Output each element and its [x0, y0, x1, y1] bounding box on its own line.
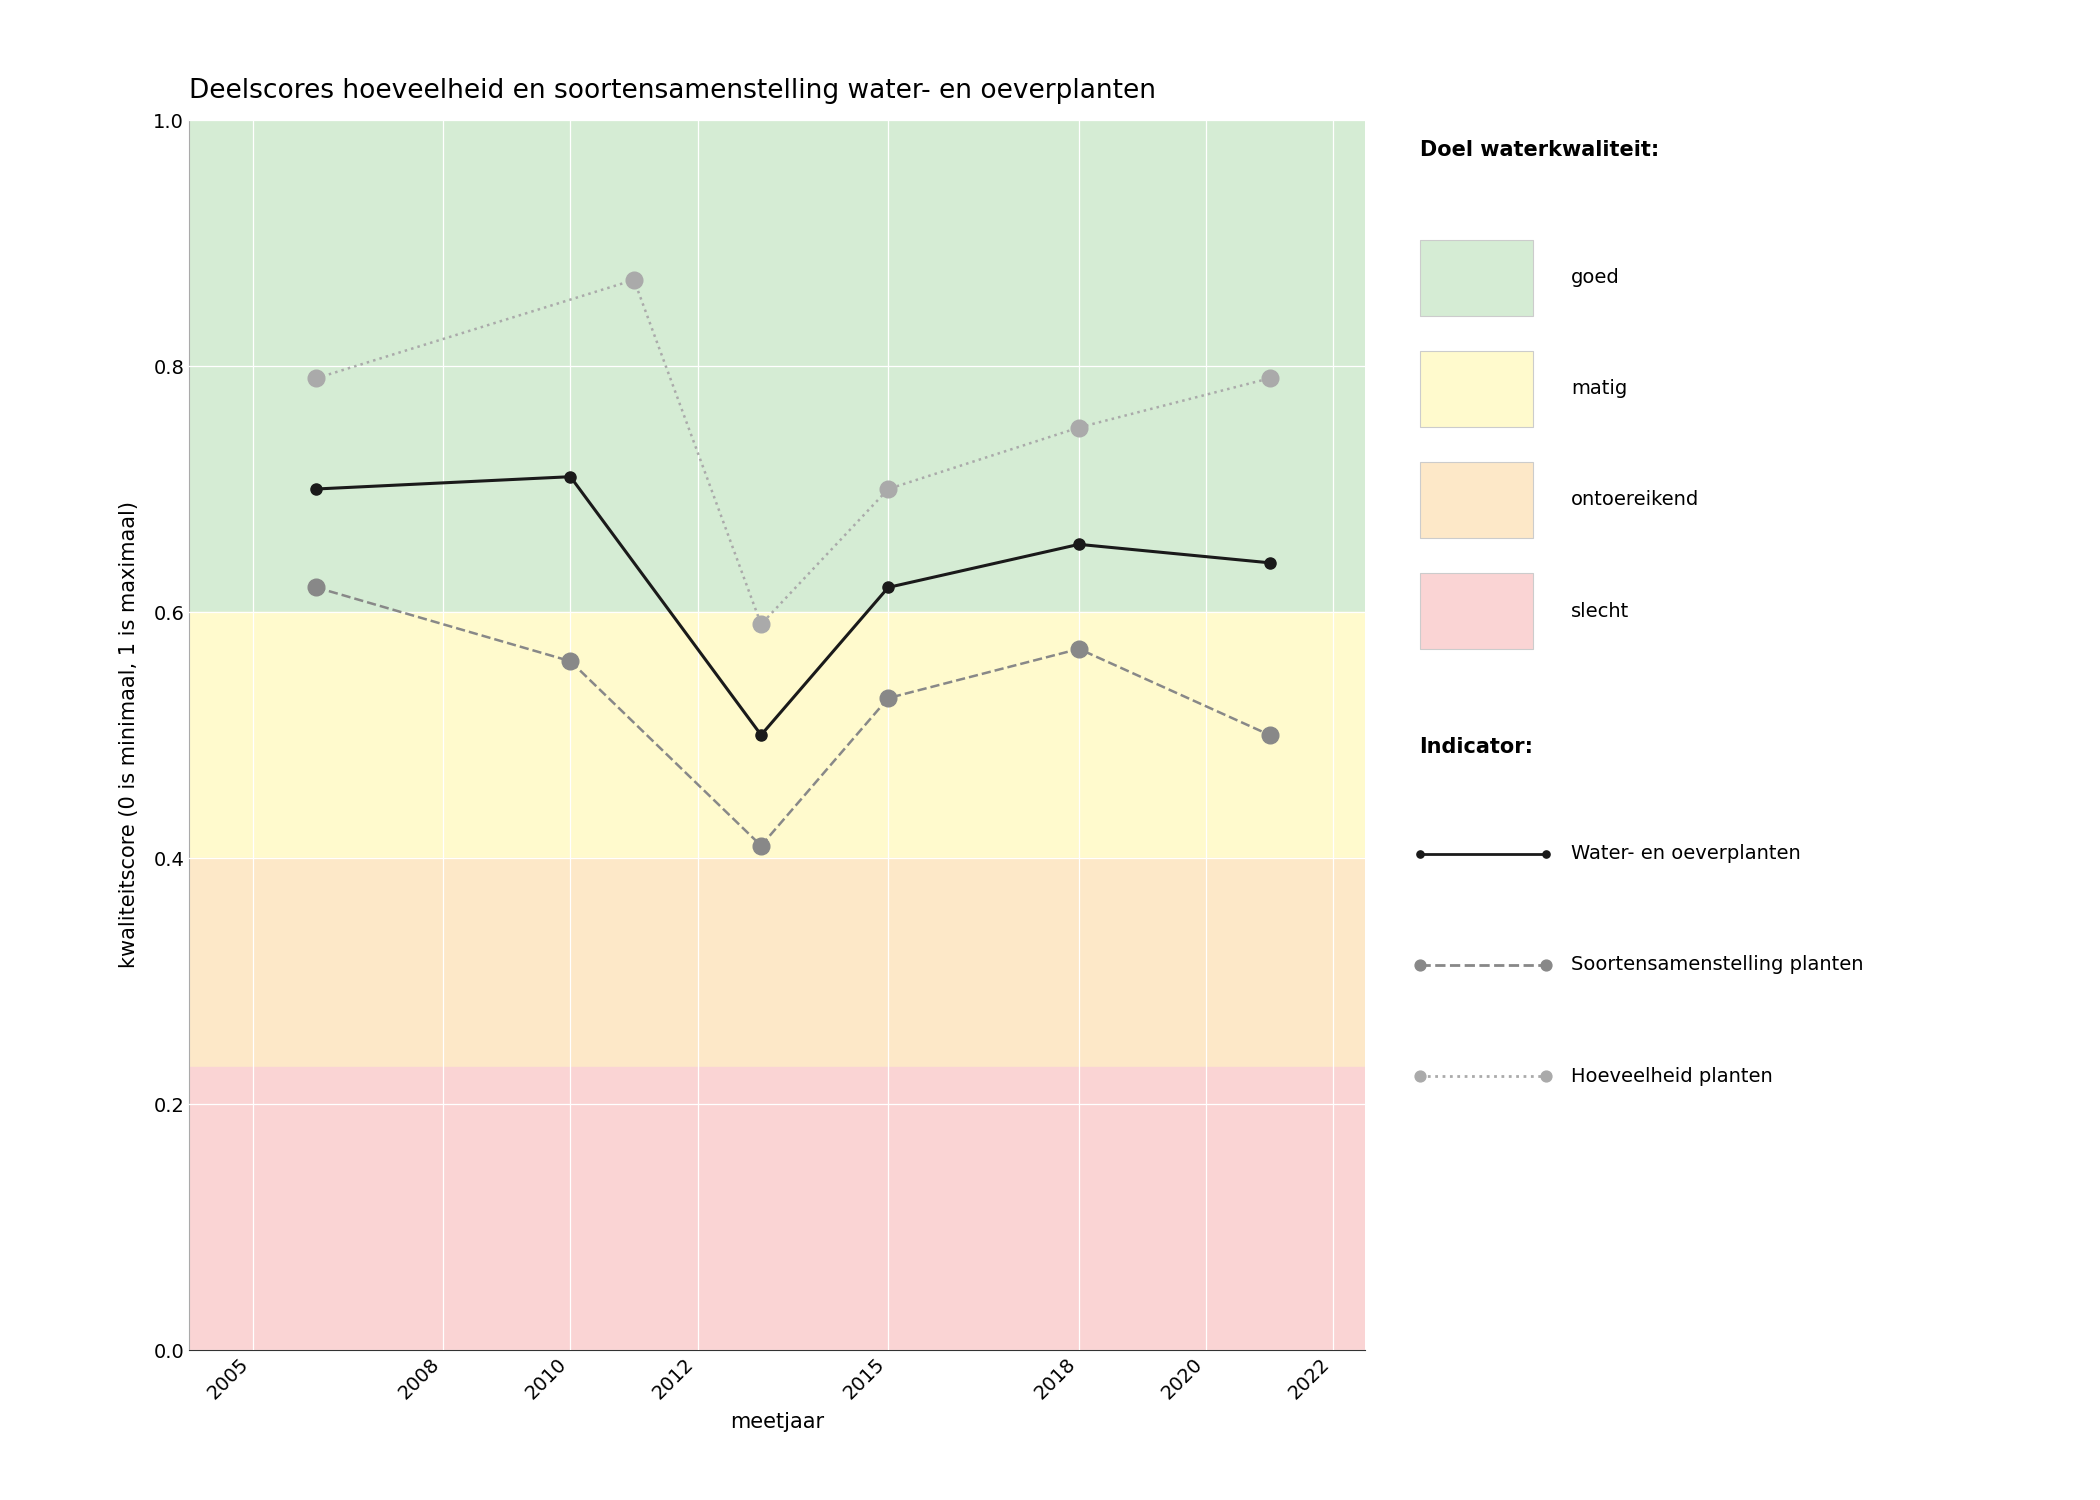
Soortensamenstelling planten [304, 579, 330, 597]
Bar [189, 120, 1365, 612]
Hoeveelheid planten [1258, 369, 1283, 387]
Text: Doel waterkwaliteit:: Doel waterkwaliteit: [1420, 140, 1659, 160]
Soortensamenstelling planten [748, 837, 773, 855]
Line: Soortensamenstelling planten: Soortensamenstelling planten [309, 579, 1279, 853]
Soortensamenstelling planten [1067, 640, 1092, 658]
Text: matig: matig [1571, 380, 1628, 398]
Text: goed: goed [1571, 268, 1619, 286]
Water- en oeverplanten [1067, 536, 1092, 554]
Text: Deelscores hoeveelheid en soortensamenstelling water- en oeverplanten: Deelscores hoeveelheid en soortensamenst… [189, 78, 1155, 104]
Hoeveelheid planten [748, 615, 773, 633]
Water- en oeverplanten [876, 579, 901, 597]
Text: slecht: slecht [1571, 602, 1630, 621]
FancyBboxPatch shape [1420, 240, 1533, 315]
Water- en oeverplanten [748, 726, 773, 744]
Water- en oeverplanten [559, 468, 584, 486]
Water- en oeverplanten [1258, 554, 1283, 572]
Text: Hoeveelheid planten: Hoeveelheid planten [1571, 1066, 1772, 1086]
FancyBboxPatch shape [1420, 462, 1533, 538]
Hoeveelheid planten [622, 272, 647, 290]
Text: Indicator:: Indicator: [1420, 736, 1533, 758]
Hoeveelheid planten [304, 369, 330, 387]
Hoeveelheid planten [1067, 419, 1092, 436]
Soortensamenstelling planten [1258, 726, 1283, 744]
Line: Water- en oeverplanten: Water- en oeverplanten [311, 471, 1275, 741]
Text: Soortensamenstelling planten: Soortensamenstelling planten [1571, 956, 1863, 975]
Text: Water- en oeverplanten: Water- en oeverplanten [1571, 844, 1800, 864]
FancyBboxPatch shape [1420, 573, 1533, 650]
Text: ontoereikend: ontoereikend [1571, 490, 1699, 510]
Bar [189, 858, 1365, 1066]
Y-axis label: kwaliteitscore (0 is minimaal, 1 is maximaal): kwaliteitscore (0 is minimaal, 1 is maxi… [120, 501, 139, 969]
X-axis label: meetjaar: meetjaar [731, 1412, 823, 1431]
Hoeveelheid planten [876, 480, 901, 498]
Water- en oeverplanten [304, 480, 330, 498]
Bar [189, 1066, 1365, 1350]
Line: Hoeveelheid planten: Hoeveelheid planten [309, 272, 1279, 633]
FancyBboxPatch shape [1420, 351, 1533, 426]
Soortensamenstelling planten [876, 688, 901, 706]
Bar [189, 612, 1365, 858]
Soortensamenstelling planten [559, 652, 584, 670]
